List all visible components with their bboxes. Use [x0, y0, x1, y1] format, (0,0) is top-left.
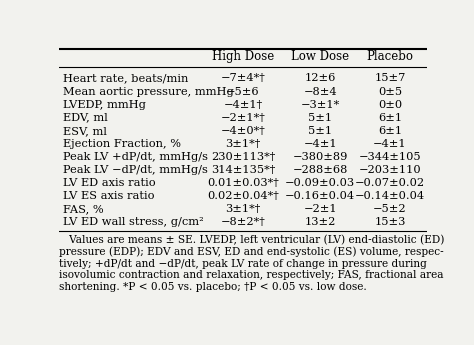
- Text: −8±4: −8±4: [303, 87, 337, 97]
- Text: −5±2: −5±2: [373, 204, 407, 214]
- Text: −380±89: −380±89: [292, 152, 348, 162]
- Text: 12±6: 12±6: [304, 73, 336, 83]
- Text: LV ED axis ratio: LV ED axis ratio: [63, 178, 155, 188]
- Text: −0.09±0.03: −0.09±0.03: [285, 178, 355, 188]
- Text: −2±1: −2±1: [303, 204, 337, 214]
- Text: −3±1*: −3±1*: [301, 100, 340, 110]
- Text: EDV, ml: EDV, ml: [63, 113, 108, 123]
- Text: −0.07±0.02: −0.07±0.02: [355, 178, 425, 188]
- Text: Peak LV −dP/dt, mmHg/s: Peak LV −dP/dt, mmHg/s: [63, 165, 208, 175]
- Text: 13±2: 13±2: [304, 217, 336, 227]
- Text: 314±135*†: 314±135*†: [211, 165, 275, 175]
- Text: Values are means ± SE. LVEDP, left ventricular (LV) end-diastolic (ED)
pressure : Values are means ± SE. LVEDP, left ventr…: [59, 235, 445, 292]
- Text: Mean aortic pressure, mmHg: Mean aortic pressure, mmHg: [63, 87, 234, 97]
- Text: High Dose: High Dose: [212, 50, 274, 62]
- Text: 0.01±0.03*†: 0.01±0.03*†: [207, 178, 279, 188]
- Text: −4±1†: −4±1†: [223, 100, 263, 110]
- Text: −203±110: −203±110: [358, 165, 421, 175]
- Text: 5±1: 5±1: [308, 113, 332, 123]
- Text: 0±0: 0±0: [378, 100, 402, 110]
- Text: −0.16±0.04: −0.16±0.04: [285, 191, 355, 201]
- Text: 0.02±0.04*†: 0.02±0.04*†: [207, 191, 279, 201]
- Text: 5±1: 5±1: [308, 126, 332, 136]
- Text: Heart rate, beats/min: Heart rate, beats/min: [63, 73, 188, 83]
- Text: −5±6: −5±6: [226, 87, 260, 97]
- Text: 230±113*†: 230±113*†: [211, 152, 275, 162]
- Text: LVEDP, mmHg: LVEDP, mmHg: [63, 100, 146, 110]
- Text: LV ED wall stress, g/cm²: LV ED wall stress, g/cm²: [63, 217, 204, 227]
- Text: 15±7: 15±7: [374, 73, 406, 83]
- Text: −7±4*†: −7±4*†: [220, 73, 265, 83]
- Text: 3±1*†: 3±1*†: [225, 139, 261, 149]
- Text: ESV, ml: ESV, ml: [63, 126, 107, 136]
- Text: −4±1: −4±1: [373, 139, 407, 149]
- Text: 6±1: 6±1: [378, 126, 402, 136]
- Text: −8±2*†: −8±2*†: [220, 217, 265, 227]
- Text: −4±0*†: −4±0*†: [220, 126, 265, 136]
- Text: LV ES axis ratio: LV ES axis ratio: [63, 191, 155, 201]
- Text: FAS, %: FAS, %: [63, 204, 103, 214]
- Text: −4±1: −4±1: [303, 139, 337, 149]
- Text: 6±1: 6±1: [378, 113, 402, 123]
- Text: 15±3: 15±3: [374, 217, 406, 227]
- Text: Low Dose: Low Dose: [291, 50, 349, 62]
- Text: Placebo: Placebo: [366, 50, 413, 62]
- Text: −2±1*†: −2±1*†: [220, 113, 265, 123]
- Text: Ejection Fraction, %: Ejection Fraction, %: [63, 139, 181, 149]
- Text: Peak LV +dP/dt, mmHg/s: Peak LV +dP/dt, mmHg/s: [63, 152, 208, 162]
- Text: −0.14±0.04: −0.14±0.04: [355, 191, 425, 201]
- Text: −344±105: −344±105: [358, 152, 421, 162]
- Text: 0±5: 0±5: [378, 87, 402, 97]
- Text: 3±1*†: 3±1*†: [225, 204, 261, 214]
- Text: −288±68: −288±68: [292, 165, 348, 175]
